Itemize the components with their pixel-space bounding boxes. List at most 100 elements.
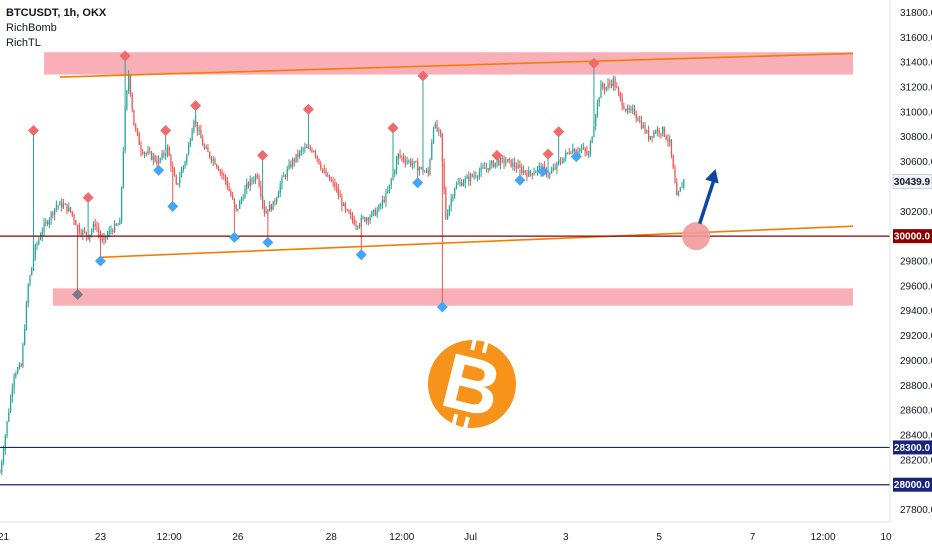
candle-body — [503, 158, 505, 164]
candle-body — [209, 151, 211, 158]
candle-body — [115, 223, 117, 225]
candle-body — [309, 146, 311, 150]
candle-body — [251, 179, 253, 181]
candle-body — [362, 217, 364, 219]
price-axis[interactable]: 31800.0 31600.0 31400.0 31200.0 31000.0 30800… — [889, 0, 932, 522]
candle-body — [619, 92, 621, 98]
candle-body — [46, 221, 49, 225]
candle-body — [17, 368, 19, 374]
candle-body — [436, 123, 438, 131]
candle-body — [640, 120, 643, 128]
candle-body — [395, 160, 398, 171]
candle-body — [83, 230, 86, 233]
candle-body — [628, 108, 630, 111]
candle-body — [554, 167, 556, 169]
candle-body — [547, 174, 549, 176]
candle-body — [4, 435, 6, 451]
candle-body — [223, 174, 225, 176]
candle-body — [521, 167, 523, 173]
time-axis[interactable]: 21 23 12:00 26 28 12:00 Jul 3 5 7 12:00 10 — [0, 521, 892, 543]
candle-body — [457, 183, 459, 185]
candle-body — [61, 202, 63, 208]
candle-body — [519, 164, 521, 168]
candle-body — [473, 175, 475, 177]
candle-body — [314, 151, 317, 156]
candle-body — [135, 125, 137, 129]
candle-body — [217, 167, 220, 171]
candle-body — [418, 168, 421, 171]
candle-body — [20, 364, 22, 367]
signal-diamond-top — [542, 148, 554, 160]
x-tick-label: 3 — [563, 532, 569, 543]
candle-body — [136, 128, 139, 134]
candle-body — [406, 161, 408, 163]
candle-body — [233, 198, 236, 205]
candle-body — [674, 168, 676, 183]
level-tag-28000 — [893, 477, 932, 492]
candle-body — [62, 203, 65, 208]
candle-body — [679, 187, 681, 192]
candle-body — [672, 155, 674, 169]
signal-diamond-top — [82, 192, 94, 204]
candle-body — [425, 170, 428, 172]
candle-body — [663, 127, 666, 136]
indicator-label-richbomb[interactable]: RichBomb — [6, 22, 57, 34]
candle-body — [662, 127, 664, 134]
candle-body — [112, 230, 114, 233]
candle-body — [232, 195, 234, 199]
candle-body — [45, 221, 47, 224]
level-tag-label: 28300.0 — [894, 443, 931, 454]
candle-body — [103, 236, 105, 241]
candle-body — [327, 175, 329, 177]
candle-body — [210, 157, 213, 161]
signal-diamond-bottom — [228, 231, 240, 243]
signal-circle — [682, 222, 711, 251]
candle-body — [358, 224, 361, 227]
candle-body — [108, 230, 110, 235]
candle-body — [413, 161, 415, 164]
x-tick-label: 12:00 — [811, 532, 836, 543]
candle-body — [85, 232, 87, 236]
candle-body — [306, 147, 308, 149]
candle-body — [602, 83, 604, 88]
candle-body — [494, 162, 496, 167]
candle-body — [441, 133, 443, 163]
symbol-label[interactable]: BTCUSDT, 1h, OKX — [6, 7, 107, 19]
candle-body — [454, 188, 456, 197]
candle-body — [480, 167, 482, 173]
candle-body — [591, 136, 593, 143]
upper-trendline — [59, 52, 854, 78]
candle-body — [417, 162, 419, 171]
candle-body — [302, 148, 304, 150]
indicator-label-richtl[interactable]: RichTL — [6, 37, 41, 49]
candle-body — [492, 161, 495, 167]
y-tick-label: 30200.0 — [900, 207, 932, 218]
candle-body — [464, 178, 466, 184]
candle-body — [11, 388, 13, 398]
candle-body — [157, 159, 160, 163]
bitcoin-logo: B — [428, 335, 516, 434]
candle-body — [353, 219, 355, 225]
signal-diamond-bottom — [436, 301, 448, 313]
candle-body — [163, 153, 165, 156]
candle-body — [138, 133, 140, 145]
candle-body — [632, 108, 634, 110]
candle-body — [573, 148, 576, 153]
candle-body — [22, 344, 24, 367]
candle-body — [27, 285, 29, 304]
candle-body — [639, 120, 641, 122]
candle-body — [607, 83, 609, 88]
candle-body — [565, 152, 567, 158]
candle-body — [170, 155, 172, 167]
candle-body — [635, 114, 637, 118]
chart-legend: BTCUSDT, 1h, OKX RichBomb RichTL — [6, 6, 106, 51]
candle-body — [535, 171, 537, 173]
candle-body — [293, 159, 295, 162]
candle-body — [105, 236, 107, 238]
candle-body — [468, 176, 470, 182]
candle-body — [392, 173, 394, 180]
candle-body — [647, 130, 650, 140]
signal-diamond-bottom — [153, 164, 165, 176]
